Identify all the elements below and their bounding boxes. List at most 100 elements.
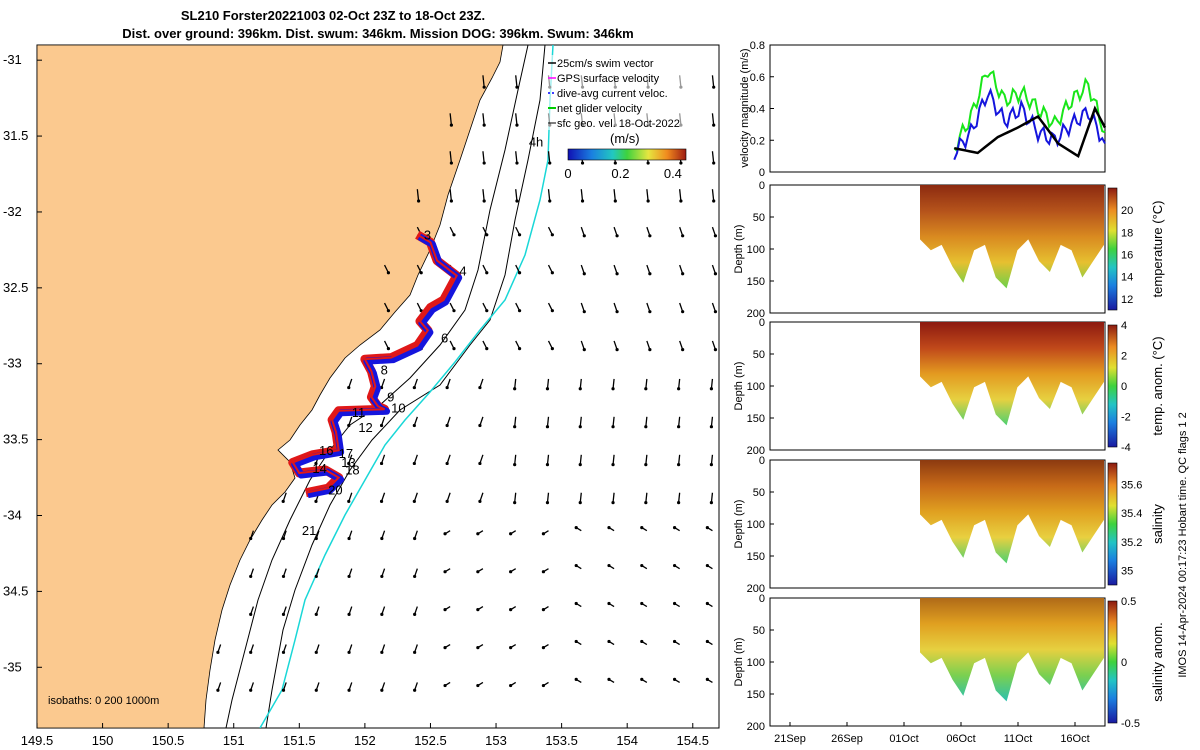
map-colorbar-tick: 0.2 xyxy=(611,166,629,181)
day-label: 3 xyxy=(424,227,431,242)
current-arrow-head xyxy=(412,461,416,466)
current-arrow-head xyxy=(550,233,554,237)
current-arrow xyxy=(612,378,615,389)
current-arrow-head xyxy=(712,161,716,165)
current-arrow-head xyxy=(712,199,716,203)
current-arrow xyxy=(579,492,582,503)
current-arrow-head xyxy=(545,500,550,505)
current-arrow-head xyxy=(314,499,318,504)
current-arrow-head xyxy=(607,526,611,530)
current-arrows xyxy=(216,75,718,692)
day-label: 14 xyxy=(312,461,326,476)
current-arrow xyxy=(482,113,485,126)
current-arrow xyxy=(547,151,551,164)
map-y-tick-label: -32 xyxy=(3,204,22,219)
current-arrow-head xyxy=(347,688,351,692)
current-arrow-head xyxy=(416,199,421,203)
current-arrow-head xyxy=(580,161,585,165)
map-colorbar-label: (m/s) xyxy=(610,131,640,146)
section-colorbar-tick: 20 xyxy=(1121,205,1133,217)
current-arrow-head xyxy=(615,310,619,314)
current-arrow xyxy=(579,416,582,427)
current-arrow xyxy=(546,416,550,427)
current-arrow-head xyxy=(449,161,453,165)
map-y-ticks: -31 31.5 -32 32.5 -33 33.5 -34 34.5 -35 xyxy=(3,52,42,674)
section-y-tick: 150 xyxy=(747,689,765,701)
legend-swim-vector: 25cm/s swim vector xyxy=(557,58,654,70)
current-arrow-head xyxy=(517,271,522,275)
current-arrow-head xyxy=(550,271,554,275)
current-arrow-head xyxy=(509,532,513,536)
current-arrow-head xyxy=(640,639,644,644)
current-arrow xyxy=(514,454,517,465)
current-arrow-head xyxy=(413,574,417,579)
section-panel: 0 50 100 150 200 Depth (m) 35 35.2 35.4 35.6 salin… xyxy=(733,455,1165,595)
current-arrow-head xyxy=(713,348,718,352)
current-arrow-head xyxy=(249,536,253,541)
day-label: 4h xyxy=(529,135,543,150)
velocity-series-line xyxy=(953,70,1106,153)
current-arrow xyxy=(416,189,420,202)
current-arrow-head xyxy=(613,199,617,203)
current-arrow xyxy=(579,378,582,389)
day-label: 12 xyxy=(358,420,372,435)
current-arrow-head xyxy=(281,536,286,541)
map-x-tick-label: 151.5 xyxy=(283,733,316,748)
day-label: 18 xyxy=(345,463,359,478)
current-arrow xyxy=(515,75,518,88)
current-arrow xyxy=(449,113,453,126)
current-arrow-head xyxy=(713,272,718,276)
current-arrow-head xyxy=(709,463,714,467)
current-arrow-head xyxy=(709,500,714,505)
current-arrow-head xyxy=(515,85,519,89)
current-arrow xyxy=(612,454,615,465)
current-arrow-head xyxy=(347,499,351,504)
current-arrow-head xyxy=(574,563,578,568)
current-arrow-head xyxy=(443,646,447,650)
current-arrow-head xyxy=(582,310,586,314)
current-arrow xyxy=(711,189,715,202)
section-y-tick: 200 xyxy=(747,721,765,733)
current-arrow-head xyxy=(644,387,648,391)
current-arrow-head xyxy=(347,574,351,579)
current-arrow-head xyxy=(611,500,615,505)
current-arrow-head xyxy=(541,532,546,536)
velocity-ylabel: velocity magnitude (m/s) xyxy=(739,48,751,167)
current-arrow-head xyxy=(281,612,286,616)
current-arrow-head xyxy=(672,677,677,681)
current-arrow xyxy=(515,151,518,164)
current-arrow-head xyxy=(679,161,683,165)
map-x-tick-label: 154 xyxy=(616,733,638,748)
current-arrow-head xyxy=(482,85,486,89)
current-arrow-head xyxy=(672,601,677,606)
map-x-ticks: 149.5 150 150.5 151 151.5 152 152.5 153 153.5 154… xyxy=(21,723,709,748)
section-y-tick: 50 xyxy=(753,212,765,224)
section-colorbar-label: temperature (°C) xyxy=(1150,201,1165,298)
map-y-tick-label: 32.5 xyxy=(3,280,28,295)
current-arrow-head xyxy=(347,461,351,466)
current-arrow-head xyxy=(517,309,522,313)
velocity-panel: 0 0.2 0.4 0.6 0.8 velocity magnitude (m/s) xyxy=(739,40,1107,179)
section-y-tick: 200 xyxy=(747,445,765,457)
section-x-ticks: 21Sep 26Sep 01Oct 06Oct 11Oct 16Oct xyxy=(774,722,1090,745)
current-arrow xyxy=(449,189,453,202)
current-arrow-head xyxy=(705,526,709,530)
section-colorbar-tick: 35.4 xyxy=(1121,508,1142,520)
current-arrow-head xyxy=(449,123,453,127)
isobaths-label: isobaths: 0 200 1000m xyxy=(48,695,159,707)
current-arrow xyxy=(482,189,485,202)
current-arrow xyxy=(514,378,517,389)
section-y-tick: 50 xyxy=(753,487,765,499)
map-colorbar-tick: 0 xyxy=(564,166,571,181)
current-arrow-head xyxy=(611,463,615,467)
section-y-tick: 150 xyxy=(747,551,765,563)
section-colorbar xyxy=(1107,600,1118,724)
section-colorbar xyxy=(1107,324,1118,448)
map-title-line1: SL210 Forster20221003 02-Oct 23Z to 18-O… xyxy=(181,8,485,23)
current-arrow-head xyxy=(314,574,318,579)
current-arrow-head xyxy=(672,639,677,644)
current-arrow-head xyxy=(644,500,648,505)
section-colorbar-tick: 12 xyxy=(1121,294,1133,306)
current-arrow xyxy=(580,189,584,202)
legend-net-glider: net glider velocity xyxy=(557,103,642,115)
